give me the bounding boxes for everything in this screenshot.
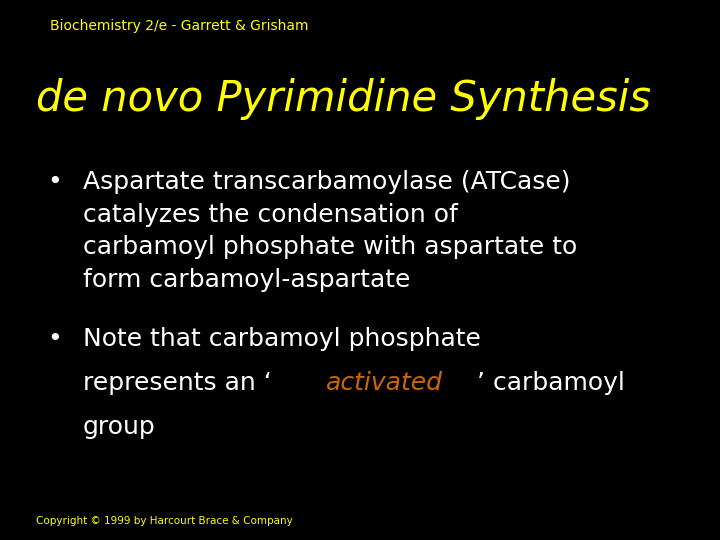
Text: represents an ‘: represents an ‘ [83,371,271,395]
Text: Biochemistry 2/e - Garrett & Grisham: Biochemistry 2/e - Garrett & Grisham [50,19,309,33]
Text: activated: activated [326,371,444,395]
Text: Note that carbamoyl phosphate: Note that carbamoyl phosphate [83,327,481,350]
Text: ’ carbamoyl: ’ carbamoyl [477,371,625,395]
Text: group: group [83,415,156,439]
Text: de novo Pyrimidine Synthesis: de novo Pyrimidine Synthesis [36,78,651,120]
Text: Aspartate transcarbamoylase (ATCase)
catalyzes the condensation of
carbamoyl pho: Aspartate transcarbamoylase (ATCase) cat… [83,170,577,292]
Text: •: • [47,170,61,194]
Text: •: • [47,327,61,350]
Text: Copyright © 1999 by Harcourt Brace & Company: Copyright © 1999 by Harcourt Brace & Com… [36,516,293,526]
